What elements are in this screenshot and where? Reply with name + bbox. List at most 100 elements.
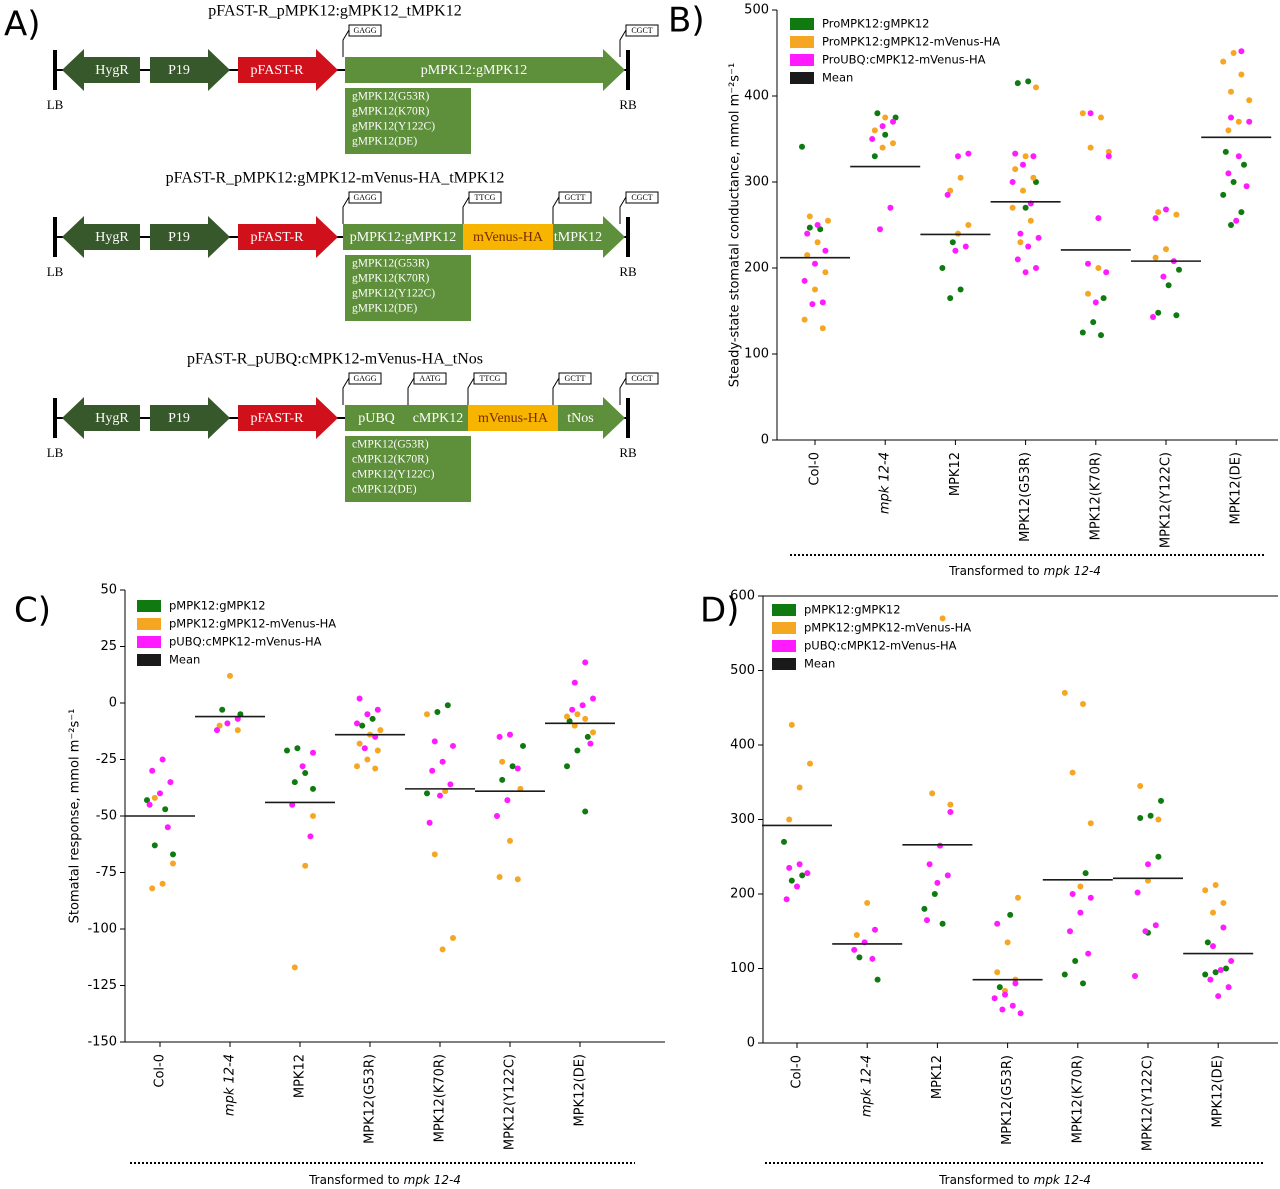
data-point — [1228, 114, 1234, 121]
x-tick-label: MPK12 — [948, 452, 963, 496]
data-point — [584, 733, 591, 740]
tag-label: TTCG — [480, 374, 501, 383]
data-point — [356, 740, 363, 747]
tag-label: GCTT — [565, 374, 586, 383]
panel-label: C) — [14, 591, 51, 631]
data-point — [994, 969, 1001, 976]
legend-label: pMPK12:gMPK12 — [169, 599, 266, 613]
group-label: Transformed to mpk 12-4 — [948, 564, 1101, 578]
data-point — [1030, 153, 1037, 160]
data-point — [1103, 269, 1110, 276]
data-point — [1228, 958, 1235, 965]
data-point — [806, 224, 813, 231]
legend-label: pMPK12:gMPK12 — [804, 603, 901, 617]
x-tick-label: MPK12(G53R) — [1000, 1055, 1015, 1145]
data-point — [879, 123, 886, 130]
data-point — [1002, 991, 1008, 998]
data-point — [504, 797, 511, 804]
group-label-italic: mpk 12-4 — [1044, 564, 1101, 578]
data-point — [1020, 161, 1026, 168]
construct-part — [408, 405, 468, 431]
data-point — [429, 767, 436, 774]
data-point — [159, 756, 166, 763]
data-point — [302, 862, 309, 869]
group-label-italic: mpk 12-4 — [404, 1173, 461, 1187]
data-point — [1087, 110, 1094, 117]
data-point — [1082, 870, 1089, 877]
y-tick-label: 400 — [744, 89, 769, 104]
data-point — [1090, 319, 1097, 326]
data-point — [582, 808, 589, 815]
data-point — [939, 265, 946, 271]
construct-title: pFAST-R_pMPK12:gMPK12_tMPK12 — [208, 3, 461, 20]
data-point — [879, 144, 886, 151]
data-point — [812, 286, 818, 293]
y-tick-label: -125 — [87, 978, 117, 993]
data-point — [1155, 816, 1162, 823]
data-point — [890, 140, 896, 147]
data-point — [1067, 928, 1073, 935]
variant-label: cMPK12(DE) — [352, 484, 417, 496]
tag-flag — [619, 29, 627, 57]
data-point — [1230, 179, 1237, 185]
tag-flag — [619, 196, 627, 224]
legend-swatch — [137, 654, 161, 666]
data-point — [1160, 273, 1167, 280]
data-point — [216, 722, 223, 729]
data-point — [1145, 861, 1151, 868]
data-point — [1225, 170, 1232, 177]
x-tick-label: MPK12(Y122C) — [1159, 452, 1174, 548]
y-tick-label: 200 — [744, 261, 769, 276]
data-point — [571, 679, 578, 686]
y-tick-label: -75 — [96, 865, 117, 880]
data-point — [494, 813, 500, 819]
x-tick-label: MPK12(Y122C) — [1141, 1055, 1156, 1151]
data-point — [1098, 332, 1104, 339]
panel-label: A) — [4, 5, 41, 45]
data-point — [853, 931, 860, 938]
tag-box — [348, 372, 382, 385]
data-point — [991, 995, 998, 1002]
tag-flag — [407, 377, 415, 405]
legend-label: pUBQ:cMPK12-mVenus-HA — [169, 635, 322, 649]
data-point — [496, 874, 503, 881]
data-point — [1025, 243, 1032, 250]
x-tick-label: MPK12 — [930, 1055, 945, 1099]
data-point — [590, 695, 596, 702]
part-label: tMPK12 — [554, 230, 602, 245]
border-label: LB — [47, 97, 64, 112]
data-point — [359, 722, 366, 729]
construct-part — [553, 216, 625, 258]
data-point — [806, 213, 813, 220]
data-point — [944, 191, 951, 198]
data-point — [372, 765, 379, 772]
data-point — [871, 153, 878, 160]
data-point — [809, 301, 816, 308]
data-point — [1017, 239, 1024, 246]
data-point — [151, 794, 158, 801]
legend-swatch — [137, 618, 161, 630]
data-point — [369, 715, 376, 722]
tag-flag — [342, 29, 350, 57]
data-point — [1035, 234, 1042, 241]
data-point — [1147, 812, 1154, 819]
group-label-text: Transformed to — [948, 564, 1040, 578]
data-point — [1009, 179, 1016, 185]
data-point — [864, 899, 871, 906]
legend-swatch — [772, 640, 796, 652]
x-tick-label: MPK12(Y122C) — [503, 1054, 518, 1150]
y-axis-label: Steady-state stomatal conductance, mmol … — [728, 63, 743, 387]
part-label: P19 — [168, 230, 190, 245]
data-point — [1009, 1002, 1016, 1009]
data-point — [874, 976, 881, 983]
data-point — [1007, 911, 1014, 918]
data-point — [444, 702, 451, 709]
legend-swatch — [137, 636, 161, 648]
data-point — [939, 615, 946, 622]
part-label: pUBQ — [358, 411, 395, 426]
y-tick-label: 50 — [100, 583, 117, 598]
data-point — [1223, 965, 1229, 972]
x-tick-label: MPK12(G53R) — [363, 1054, 378, 1144]
data-point — [957, 286, 964, 293]
data-point — [994, 920, 1001, 927]
